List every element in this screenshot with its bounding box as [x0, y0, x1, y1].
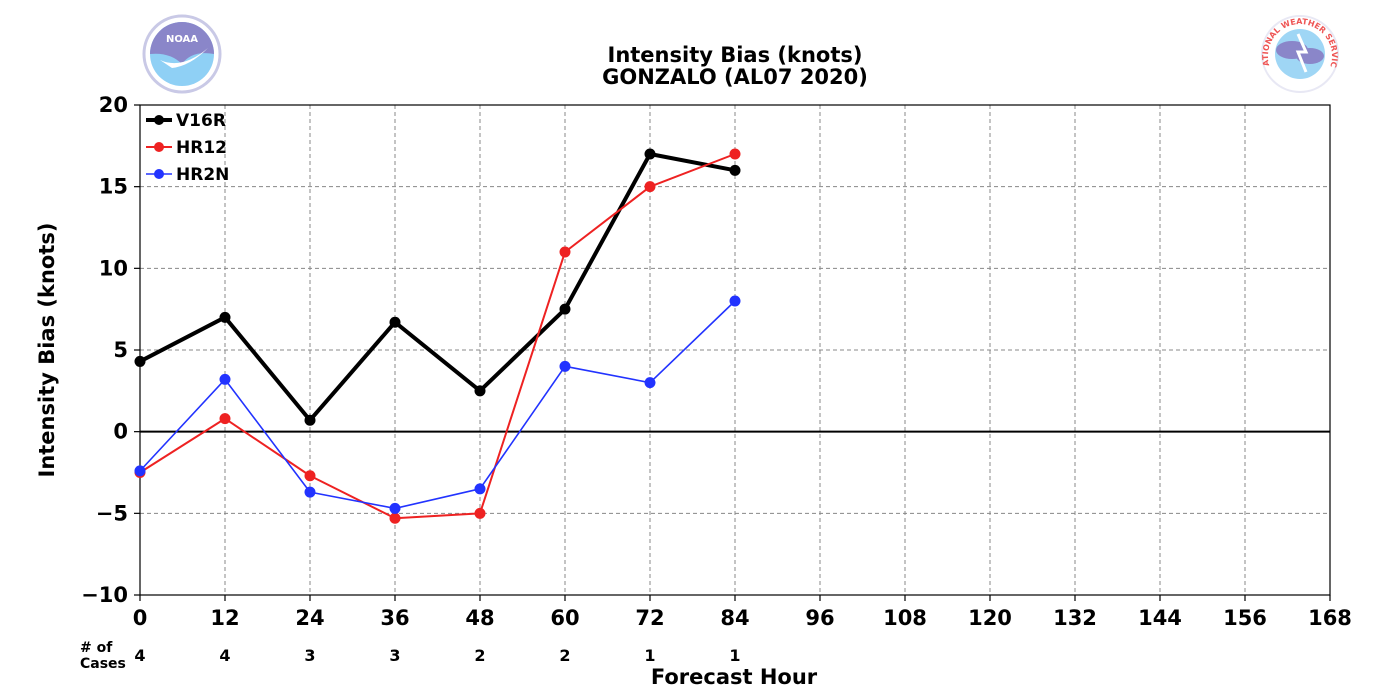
x-tick-label: 24 — [295, 606, 324, 630]
data-point-hr2n — [304, 486, 316, 498]
data-point-hr12 — [219, 413, 231, 425]
data-point-v16r — [474, 385, 486, 397]
x-axis-label: Forecast Hour — [651, 665, 818, 689]
y-tick-labels: −10 −5 0 5 10 15 20 — [81, 93, 140, 607]
series-line-v16r — [139, 152, 736, 423]
x-tick-label: 60 — [550, 606, 579, 630]
data-point-hr12 — [389, 512, 401, 524]
x-tick-label: 120 — [968, 606, 1012, 630]
legend-item-v16r: V16R — [146, 111, 226, 131]
x-tick-label: 84 — [720, 606, 749, 630]
y-tick-label: 5 — [113, 338, 128, 362]
y-tick-label: 0 — [113, 420, 128, 444]
data-point-hr12 — [644, 181, 656, 193]
series-line-hr12 — [139, 153, 736, 520]
series-line-hr2n — [139, 300, 736, 510]
legend: V16R HR12 HR2N — [146, 111, 229, 185]
case-count: 3 — [389, 646, 400, 665]
data-point-v16r — [729, 164, 741, 176]
data-point-hr2n — [644, 377, 656, 389]
x-tick-label: 96 — [805, 606, 834, 630]
case-count: 3 — [304, 646, 315, 665]
legend-label: HR12 — [176, 138, 227, 158]
case-count: 4 — [219, 646, 230, 665]
data-point-v16r — [644, 148, 656, 160]
data-point-v16r — [559, 303, 571, 315]
y-tick-label: 20 — [99, 93, 128, 117]
x-tick-label: 144 — [1138, 606, 1182, 630]
legend-item-hr2n: HR2N — [146, 165, 229, 185]
x-tick-label: 48 — [465, 606, 494, 630]
case-count: 1 — [729, 646, 740, 665]
x-tick-label: 168 — [1308, 606, 1352, 630]
series-layer — [134, 148, 741, 524]
data-point-hr2n — [219, 373, 231, 385]
nws-logo: NATIONAL WEATHER SERVICE — [1261, 15, 1339, 93]
data-point-hr12 — [559, 246, 571, 258]
x-tick-label: 132 — [1053, 606, 1097, 630]
data-point-hr2n — [389, 502, 401, 514]
data-point-v16r — [304, 414, 316, 426]
data-point-hr12 — [729, 148, 741, 160]
data-point-v16r — [134, 355, 146, 367]
legend-label: V16R — [176, 111, 226, 131]
y-tick-label: 10 — [99, 256, 128, 280]
case-count: 2 — [559, 646, 570, 665]
legend-item-hr12: HR12 — [146, 138, 227, 158]
chart-subtitle: GONZALO (AL07 2020) — [602, 65, 868, 89]
data-point-hr12 — [474, 507, 486, 519]
data-point-hr2n — [729, 295, 741, 307]
y-axis-label: Intensity Bias (knots) — [35, 223, 59, 478]
series-v16r — [134, 148, 741, 426]
y-tick-label: −10 — [81, 583, 128, 607]
x-tick-label: 12 — [210, 606, 239, 630]
chart-title: Intensity Bias (knots) — [608, 43, 863, 67]
y-tick-label: −5 — [96, 501, 128, 525]
legend-label: HR2N — [176, 165, 229, 185]
noaa-logo: NOAA — [142, 14, 222, 94]
x-tick-label: 36 — [380, 606, 409, 630]
y-tick-label: 15 — [99, 175, 128, 199]
series-hr2n — [134, 295, 741, 514]
legend-swatch-marker — [154, 115, 164, 125]
legend-swatch-marker — [154, 169, 164, 179]
cases-label-line2: Cases — [80, 656, 126, 672]
data-point-hr2n — [474, 483, 486, 495]
cases-label-line1: # of — [80, 640, 113, 656]
grid-lines — [140, 105, 1330, 595]
x-tick-label: 72 — [635, 606, 664, 630]
data-point-hr12 — [304, 470, 316, 482]
x-tick-label: 0 — [133, 606, 148, 630]
case-count: 2 — [474, 646, 485, 665]
case-count: 1 — [644, 646, 655, 665]
cases-counts: 4 4 3 3 2 2 1 1 — [134, 646, 740, 665]
case-count: 4 — [134, 646, 145, 665]
data-point-hr2n — [134, 465, 146, 477]
x-tick-label: 108 — [883, 606, 927, 630]
data-point-hr2n — [559, 360, 571, 372]
legend-swatch-marker — [154, 142, 164, 152]
noaa-logo-text: NOAA — [166, 34, 198, 45]
x-tick-labels: 0 12 24 36 48 60 72 84 96 108 120 132 144 156 168 — [133, 595, 1352, 630]
x-tick-label: 156 — [1223, 606, 1267, 630]
data-point-v16r — [219, 311, 231, 323]
data-point-v16r — [389, 316, 401, 328]
